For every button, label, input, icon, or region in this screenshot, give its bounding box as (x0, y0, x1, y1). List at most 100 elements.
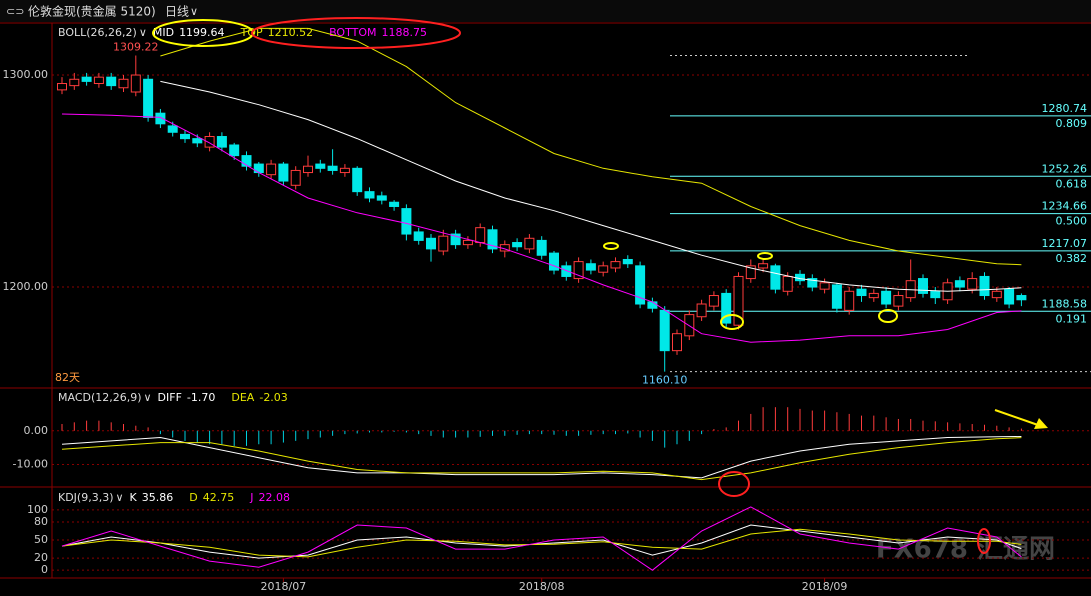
candle-body (192, 138, 203, 144)
candle-body (413, 231, 424, 241)
candle-body (1016, 295, 1027, 301)
candle-body (967, 278, 978, 290)
period-caret[interactable]: ∨ (190, 5, 198, 18)
fib-ratio: 0.618 (1056, 177, 1088, 190)
bars-label: 82天 (55, 371, 80, 384)
x-tick-label: 2018/09 (802, 580, 848, 593)
candle-body (327, 165, 338, 171)
candle-body (647, 301, 658, 309)
x-tick-label: 2018/07 (261, 580, 307, 593)
candle-body (315, 163, 326, 169)
candle-body (290, 169, 301, 186)
legend-value: -1.70 (187, 391, 215, 404)
candle-body (844, 290, 855, 311)
candle-body (622, 258, 633, 265)
y-tick-label: 100 (27, 503, 48, 516)
indicator-caret: ∨ (139, 26, 147, 39)
candle-body (930, 290, 941, 299)
indicator-line (61, 506, 1022, 571)
candle-body (770, 265, 781, 290)
y-tick-label: 20 (34, 551, 48, 564)
candle-body (229, 144, 240, 157)
candle-body (438, 235, 449, 252)
highlight (718, 471, 750, 497)
candle-body (266, 163, 277, 176)
candle-body (536, 239, 547, 256)
indicator-line (160, 80, 1022, 292)
candle-body (389, 201, 400, 207)
candle-body (180, 133, 190, 140)
y-tick-label: 0.00 (24, 424, 49, 437)
fib-price: 1188.58 (1042, 297, 1088, 310)
arrow (994, 409, 1039, 426)
candle-body (881, 290, 892, 305)
candle-body (512, 242, 523, 248)
indicator-line (61, 437, 1022, 481)
legend-name: J (249, 491, 253, 504)
candle-body (106, 76, 117, 87)
candle-body (253, 163, 264, 174)
y-tick-label: 0 (41, 563, 48, 576)
candle-body (868, 292, 879, 299)
candle-body (278, 163, 289, 182)
candle-body (376, 195, 387, 201)
highlight (757, 252, 773, 260)
highlight (720, 314, 744, 330)
symbol[interactable]: 伦敦金现(贵金属 5120) (28, 4, 156, 19)
fib-price: 1280.74 (1042, 102, 1088, 115)
legend-value: 22.08 (258, 491, 290, 504)
candle-body (167, 125, 178, 133)
candle-body (352, 167, 363, 193)
fib-price: 1252.26 (1042, 162, 1088, 175)
extreme-label: 1160.10 (642, 374, 688, 387)
highlight (603, 242, 619, 250)
indicator-line (61, 524, 1022, 559)
indicator-line (61, 113, 1022, 343)
legend-name: MID (153, 26, 174, 39)
indicator-title: MACD(12,26,9) (58, 391, 142, 404)
candle-body (635, 265, 646, 305)
candle-body (487, 229, 498, 250)
candle-body (782, 275, 793, 292)
legend-value: 1188.75 (381, 26, 427, 39)
candle-body (118, 78, 129, 89)
highlight (251, 17, 461, 49)
fib-ratio: 0.382 (1056, 252, 1088, 265)
candle-body (979, 275, 990, 297)
y-tick-label: 50 (34, 533, 48, 546)
candle-body (549, 252, 559, 271)
candle-body (426, 237, 436, 250)
candle-body (339, 167, 350, 174)
candle-body (819, 282, 830, 290)
candle-body (81, 76, 92, 82)
indicator-line (61, 436, 1022, 479)
indicator-line (61, 528, 1022, 558)
candle-body (585, 263, 596, 271)
candle-body (1004, 288, 1015, 305)
candle-body (69, 78, 80, 87)
extreme-label: 1309.22 (113, 40, 159, 53)
candle-body (475, 227, 486, 244)
candle-body (856, 288, 867, 297)
legend-name: D (189, 491, 197, 504)
candle-body (364, 191, 375, 199)
period[interactable]: 日线 (165, 5, 189, 19)
candle-body (733, 275, 744, 326)
candle-body (130, 74, 141, 93)
candle-body (303, 165, 313, 174)
legend-name: BOTTOM (329, 26, 376, 39)
indicator-caret: ∨ (144, 391, 152, 404)
candle-body (450, 233, 461, 246)
candle-body (721, 292, 732, 324)
y-tick-label: 1300.00 (3, 68, 49, 81)
candle-body (143, 78, 154, 118)
candle-body (831, 284, 842, 309)
candle-body (155, 112, 166, 125)
candle-body (462, 239, 473, 246)
legend-value: -2.03 (259, 391, 287, 404)
indicator-title: KDJ(9,3,3) (58, 491, 114, 504)
candle-body (918, 278, 928, 294)
